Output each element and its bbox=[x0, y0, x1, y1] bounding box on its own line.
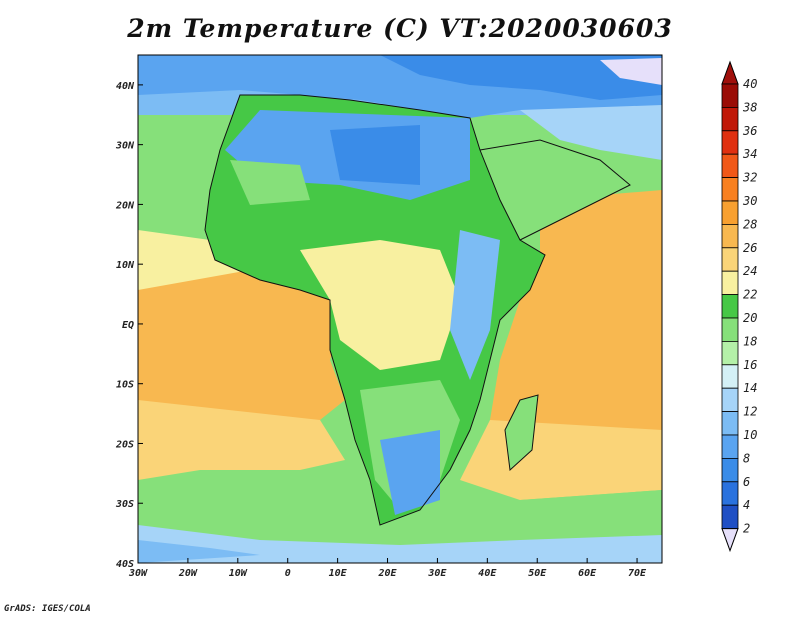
lon-tick-label: 20E bbox=[377, 568, 397, 579]
colorbar-label: 36 bbox=[742, 124, 757, 138]
lon-tick-label: 50E bbox=[528, 568, 547, 579]
colorbar-swatch bbox=[721, 200, 739, 225]
colorbar-swatch bbox=[721, 294, 739, 319]
colorbar-swatch bbox=[721, 177, 739, 202]
indian-ocean-mild-region bbox=[460, 420, 662, 500]
colorbar-label: 40 bbox=[743, 77, 757, 91]
temperature-field bbox=[138, 55, 662, 563]
colorbar-label: 18 bbox=[743, 334, 757, 348]
plot-frame bbox=[137, 54, 663, 564]
madagascar-coastline bbox=[504, 394, 539, 472]
middle-east-cool-region bbox=[520, 105, 662, 160]
lon-tick-label: 20W bbox=[178, 568, 198, 579]
southern-cold-region bbox=[138, 525, 662, 563]
lat-tick-label: 10N bbox=[116, 260, 135, 271]
colorbar-label: 28 bbox=[743, 217, 757, 231]
colorbar-label: 8 bbox=[743, 451, 750, 465]
lon-tick-label: 40E bbox=[478, 568, 497, 579]
colorbar-label: 22 bbox=[743, 288, 757, 302]
europe-cold-region bbox=[380, 55, 662, 100]
colorbar-high-arrow bbox=[721, 60, 739, 85]
colorbar-swatch bbox=[721, 481, 739, 506]
colorbar-swatch bbox=[721, 270, 739, 296]
lat-tick-label: 30N bbox=[115, 141, 135, 152]
colorbar-label: 34 bbox=[742, 147, 757, 161]
colorbar-swatch bbox=[721, 83, 739, 108]
lon-tick-label: 30W bbox=[128, 568, 148, 579]
colorbar-low-arrow bbox=[721, 528, 739, 553]
colorbar-swatch bbox=[721, 504, 739, 530]
colorbar-swatch bbox=[721, 457, 739, 483]
colorbar-label: 32 bbox=[742, 171, 757, 185]
colorbar-swatch bbox=[721, 364, 739, 389]
west-sahara-region bbox=[230, 160, 310, 205]
africa-coastline bbox=[204, 94, 546, 526]
lon-tick-label: 70E bbox=[628, 568, 647, 579]
lat-tick-label: 40N bbox=[116, 81, 135, 92]
lon-tick-label: 60E bbox=[578, 568, 597, 579]
frost-region bbox=[600, 58, 662, 85]
east-africa-highlands bbox=[450, 230, 500, 380]
lat-tick-label: 20N bbox=[115, 200, 135, 211]
lat-tick-label: 10S bbox=[116, 380, 134, 391]
map-title: 2m Temperature (C) VT:2020030603 bbox=[127, 14, 673, 43]
colorbar-label: 10 bbox=[743, 428, 757, 442]
lon-tick-label: 10E bbox=[329, 568, 348, 579]
colorbar-swatch bbox=[721, 434, 739, 459]
colorbar-label: 24 bbox=[743, 264, 757, 278]
colorbar-swatch bbox=[721, 340, 739, 366]
south-atlantic-mild-region bbox=[138, 400, 345, 480]
colorbar-swatch bbox=[721, 247, 739, 272]
colorbar-swatch bbox=[721, 107, 739, 132]
colorbar-swatch bbox=[721, 153, 739, 178]
colorbar-label: 14 bbox=[743, 381, 757, 395]
colorbar-swatch bbox=[721, 317, 739, 342]
southern-africa-cool-region bbox=[380, 430, 440, 515]
longitude-axis: 30W 20W 10W 0 10E 20E 30E 40E 50E 60E 70E bbox=[128, 558, 647, 579]
atlantic-mild-region bbox=[138, 230, 250, 290]
lat-tick-label: 40S bbox=[116, 559, 134, 570]
colorbar-swatch bbox=[721, 130, 739, 155]
arabia-coastline bbox=[479, 139, 631, 241]
colorbar-label: 30 bbox=[742, 194, 757, 208]
arabia-region bbox=[480, 140, 630, 240]
sahara-cold-core bbox=[330, 125, 420, 185]
colorbar: 40 38 36 34 32 30 28 26 24 22 20 18 16 14 12 10 8 6 4 2 bbox=[721, 60, 757, 553]
lon-tick-label: 10W bbox=[229, 568, 248, 579]
colorbar-swatch bbox=[721, 223, 739, 249]
colorbar-label: 2 bbox=[743, 522, 750, 536]
colorbar-swatch bbox=[721, 387, 739, 413]
colorbar-label: 38 bbox=[742, 100, 757, 114]
lat-tick-label: EQ bbox=[122, 320, 134, 331]
lon-tick-label: 0 bbox=[285, 568, 291, 579]
colorbar-label: 26 bbox=[743, 241, 757, 255]
colorbar-swatch bbox=[721, 411, 739, 436]
southern-cold-core-region bbox=[138, 540, 260, 563]
lat-tick-label: 30S bbox=[115, 499, 134, 510]
colorbar-label: 16 bbox=[743, 358, 757, 372]
latitude-axis: 40N 30N 20N 10N EQ 10S 20S 30S 40S bbox=[115, 81, 143, 570]
colorbar-label: 12 bbox=[743, 405, 757, 419]
lat-tick-label: 20S bbox=[115, 439, 134, 450]
colorbar-label: 6 bbox=[743, 475, 750, 489]
colorbar-label: 20 bbox=[743, 311, 757, 325]
atlantic-warm-region bbox=[138, 255, 345, 440]
colorbar-label: 4 bbox=[743, 498, 750, 512]
central-africa-warm-region bbox=[300, 240, 460, 370]
lon-tick-label: 30E bbox=[427, 568, 447, 579]
credit-text: GrADS: IGES/COLA bbox=[4, 604, 91, 614]
